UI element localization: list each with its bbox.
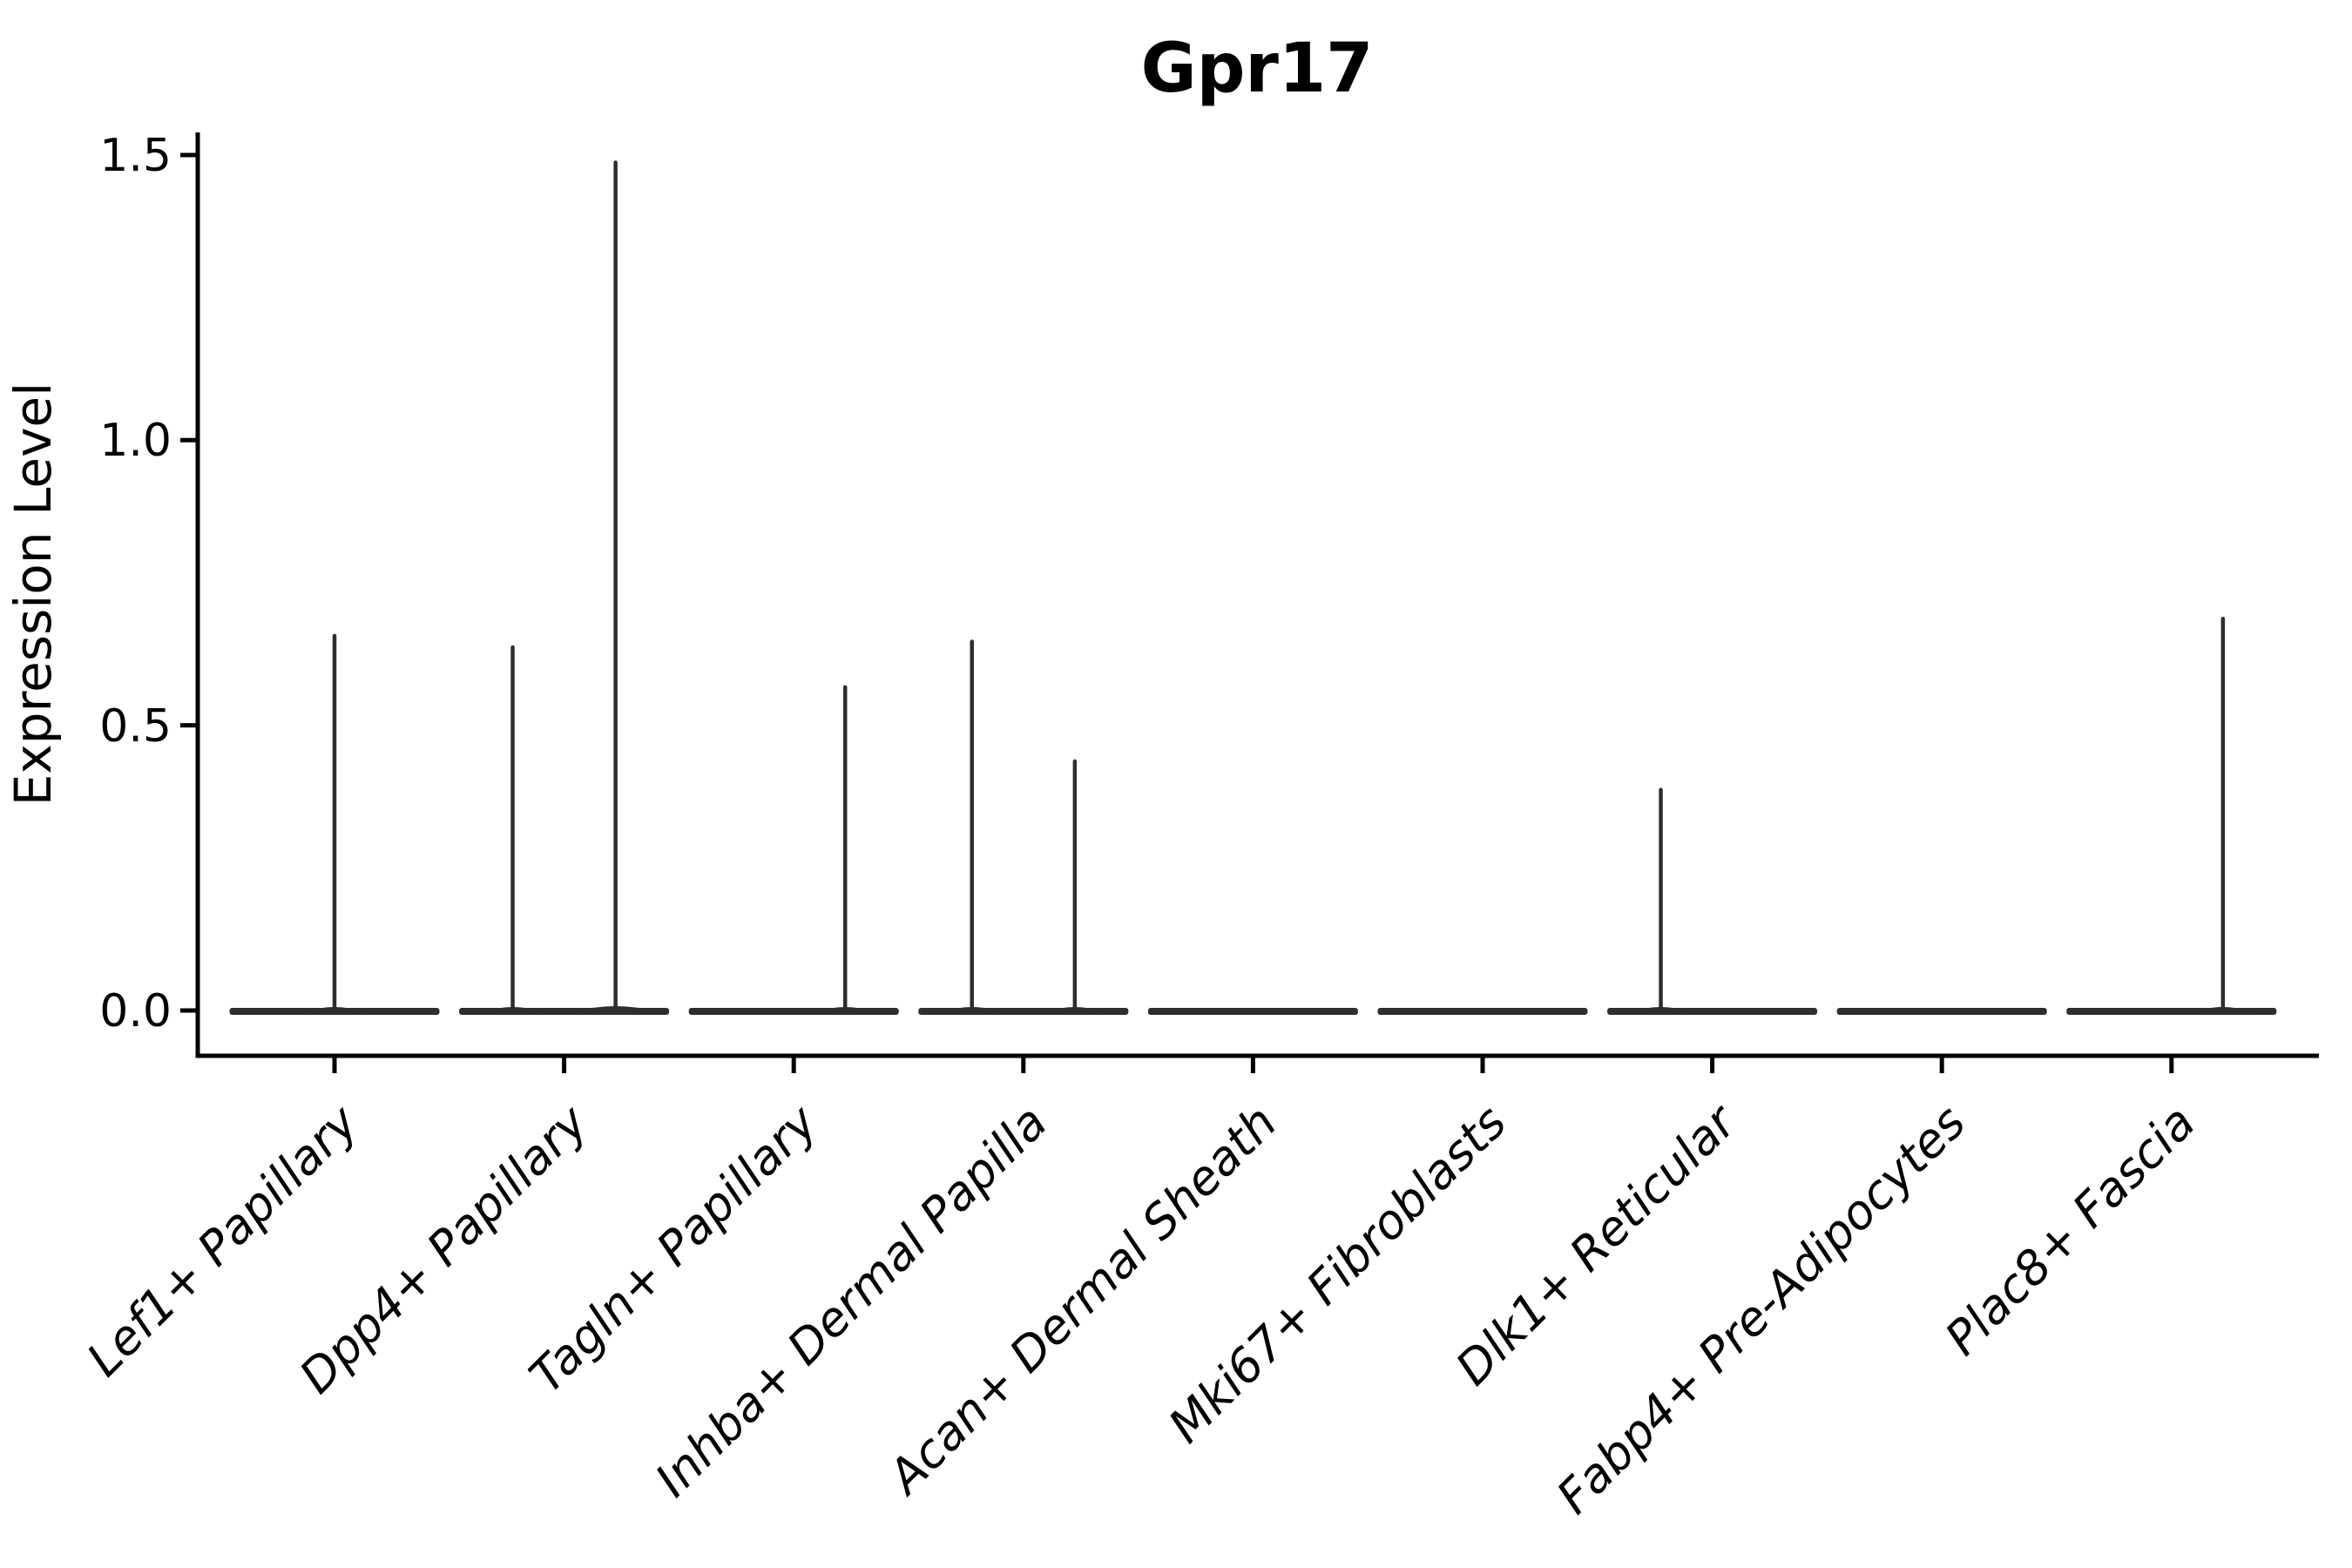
x-tick-label: Acan+ Dermal Sheath — [876, 1095, 1288, 1506]
x-tick-label: Fabp4+ Pre-Adipocytes — [1546, 1095, 1976, 1524]
violin-body — [1377, 1008, 1588, 1015]
y-axis-label: Expression Level — [3, 382, 63, 806]
violins-layer — [229, 160, 2277, 1015]
x-tick-label: Plac8+ Fascia — [1935, 1095, 2206, 1366]
x-tick-label: Inhba+ Dermal Papilla — [645, 1095, 1058, 1508]
axes-spines — [195, 132, 2319, 1058]
y-tick-label-2: 1.0 — [99, 415, 172, 467]
violin-body — [1836, 1008, 2047, 1015]
y-ticks-layer — [180, 152, 198, 1013]
y-tick-label-3: 1.5 — [99, 130, 172, 182]
violin-body — [1147, 1008, 1358, 1015]
chart-title: Gpr17 — [1141, 30, 1374, 108]
y-tick-label-1: 0.5 — [99, 700, 172, 753]
y-tick-label-0: 0.0 — [99, 985, 172, 1037]
